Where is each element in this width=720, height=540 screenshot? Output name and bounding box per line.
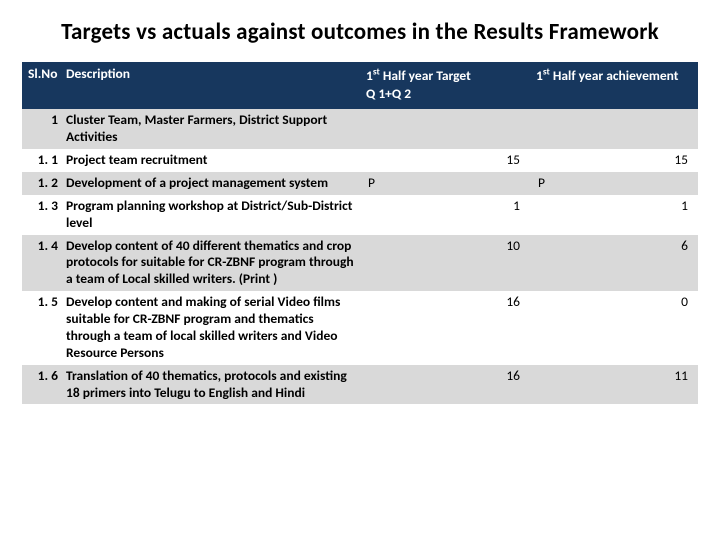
cell-achievement: 6 [530, 235, 698, 292]
col-desc-label: Description [66, 65, 130, 82]
col-ach-header: 1st Half year achievement [530, 62, 698, 109]
cell-target: P [360, 172, 530, 195]
cell-achievement: 15 [530, 149, 698, 172]
col-target-header: 1st Half year Target Q 1+Q 2 [360, 62, 530, 109]
col-slno-label: Sl.No [28, 65, 57, 82]
cell-slno: 1. 6 [22, 365, 60, 405]
cell-slno: 1. 3 [22, 195, 60, 235]
cell-slno: 1 [22, 109, 60, 149]
slide: Targets vs actuals against outcomes in t… [0, 0, 720, 540]
cell-achievement: 1 [530, 195, 698, 235]
table-row: 1. 1Project team recruitment1515 [22, 149, 698, 172]
cell-target: 1 [360, 195, 530, 235]
cell-description: Project team recruitment [60, 149, 360, 172]
col-target-line1: 1st Half year Target [366, 67, 471, 84]
table-row: 1. 2Development of a project management … [22, 172, 698, 195]
table-body: 1Cluster Team, Master Farmers, District … [22, 109, 698, 404]
cell-achievement: P [530, 172, 698, 195]
cell-description: Develop content and making of serial Vid… [60, 291, 360, 365]
page-title: Targets vs actuals against outcomes in t… [22, 18, 698, 46]
cell-slno: 1. 4 [22, 235, 60, 292]
cell-target: 16 [360, 365, 530, 405]
table-row: 1Cluster Team, Master Farmers, District … [22, 109, 698, 149]
cell-target [360, 109, 530, 149]
cell-target: 15 [360, 149, 530, 172]
cell-description: Translation of 40 thematics, protocols a… [60, 365, 360, 405]
table-row: 1. 6Translation of 40 thematics, protoco… [22, 365, 698, 405]
cell-description: Cluster Team, Master Farmers, District S… [60, 109, 360, 149]
cell-description: Develop content of 40 different thematic… [60, 235, 360, 292]
table-row: 1. 4Develop content of 40 different them… [22, 235, 698, 292]
cell-achievement: 11 [530, 365, 698, 405]
cell-description: Development of a project management syst… [60, 172, 360, 195]
cell-description: Program planning workshop at District/Su… [60, 195, 360, 235]
col-target-line2: Q 1+Q 2 [366, 86, 524, 103]
cell-slno: 1. 1 [22, 149, 60, 172]
cell-slno: 1. 2 [22, 172, 60, 195]
col-slno-header: Sl.No [22, 62, 60, 109]
table-row: 1. 5Develop content and making of serial… [22, 291, 698, 365]
cell-slno: 1. 5 [22, 291, 60, 365]
cell-achievement: 0 [530, 291, 698, 365]
cell-target: 16 [360, 291, 530, 365]
cell-achievement [530, 109, 698, 149]
results-table: Sl.No Description 1st Half year Target Q… [22, 62, 698, 404]
cell-target: 10 [360, 235, 530, 292]
table-header: Sl.No Description 1st Half year Target Q… [22, 62, 698, 109]
table-row: 1. 3Program planning workshop at Distric… [22, 195, 698, 235]
col-ach-label: 1st Half year achievement [536, 67, 678, 84]
col-desc-header: Description [60, 62, 360, 109]
